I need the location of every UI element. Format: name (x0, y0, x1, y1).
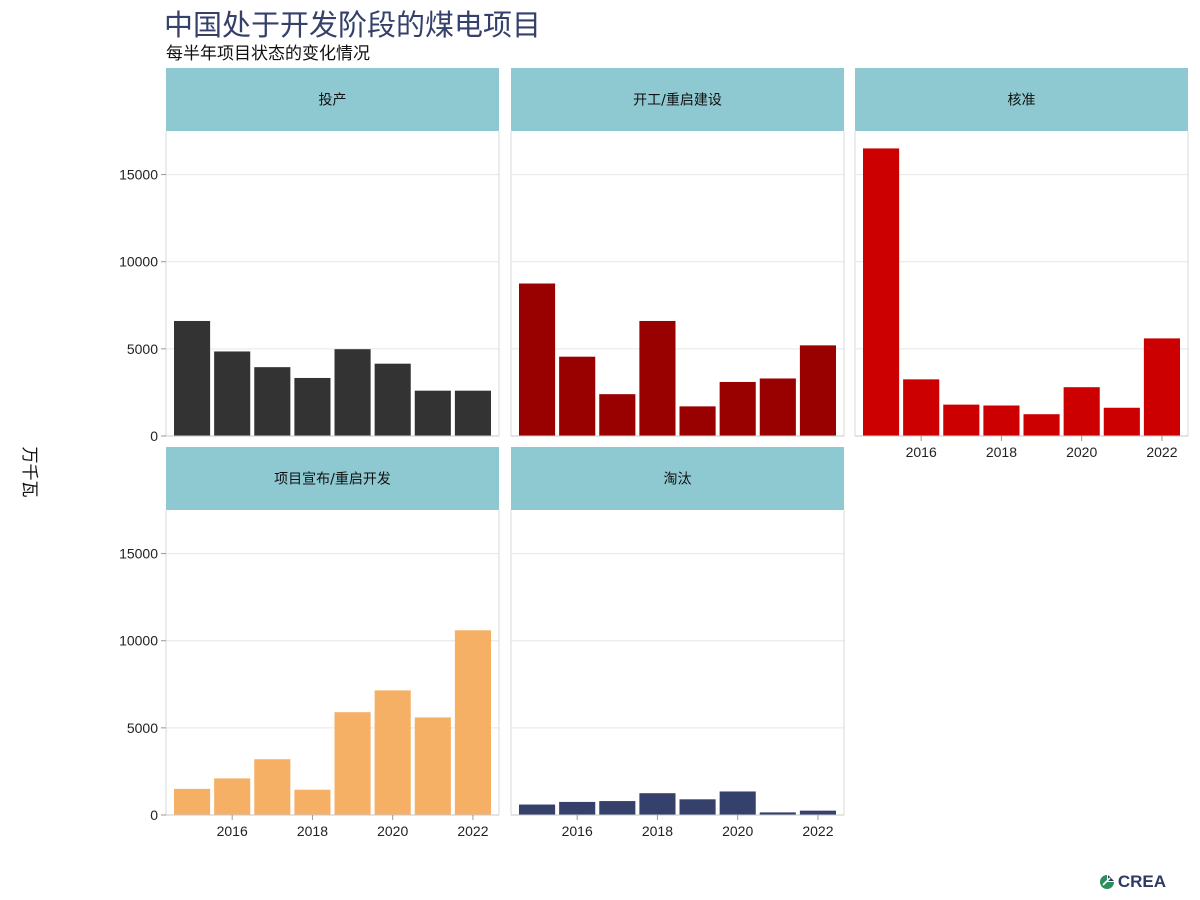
x-tick-label: 2018 (642, 823, 673, 839)
bar-2019 (679, 799, 716, 815)
bar-2015 (519, 283, 556, 436)
bar-2016 (903, 379, 940, 436)
bar-2015 (863, 148, 900, 436)
panel-strip (511, 447, 844, 510)
x-tick-label: 2020 (377, 823, 408, 839)
x-tick-label: 2018 (297, 823, 328, 839)
y-tick-label: 15000 (119, 546, 158, 562)
bar-2017 (599, 801, 636, 815)
y-axis-label: 万千瓦 (19, 447, 39, 498)
bar-2015 (174, 788, 211, 815)
bar-2021 (759, 378, 796, 436)
bar-2016 (559, 356, 596, 436)
panel-strip-label: 核准 (1008, 93, 1036, 109)
chart-subtitle: 每半年项目状态的变化情况 (166, 44, 370, 64)
crea-logo-icon (1099, 875, 1114, 889)
bar-2022 (799, 345, 836, 436)
panel-1: 投产 0 5000 10000 15000 (119, 68, 500, 444)
bar-2017 (254, 759, 291, 815)
panel-strip (855, 68, 1188, 131)
bar-2020 (1063, 387, 1100, 436)
bar-2016 (214, 351, 251, 436)
bar-2019 (679, 406, 716, 436)
y-tick-label: 10000 (119, 633, 158, 649)
x-tick-label: 2022 (802, 823, 833, 839)
brand-name: CREA (1117, 872, 1166, 891)
bar-2020 (374, 363, 411, 436)
x-tick-label: 2020 (1066, 444, 1097, 460)
x-tick-label: 2022 (457, 823, 488, 839)
bar-2015 (519, 804, 556, 815)
bar-2015 (174, 320, 211, 436)
bar-2019 (334, 349, 371, 436)
bar-2017 (599, 394, 636, 436)
panel-4: 项目宣布/重启开发 0 5000 10000 15000 2016 2018 2020 2022 (119, 447, 500, 839)
bar-2016 (559, 801, 596, 815)
bar-2016 (214, 778, 251, 815)
x-tick-label: 2016 (562, 823, 593, 839)
bar-2018 (639, 793, 676, 815)
bar-2022 (454, 630, 491, 815)
bar-2017 (254, 367, 291, 436)
bar-2019 (334, 712, 371, 815)
panel-2: 开工/重启建设 (510, 68, 845, 437)
bar-2018 (294, 377, 331, 436)
bar-2021 (414, 717, 451, 815)
chart-title: 中国处于开发阶段的煤电项目 (164, 8, 542, 42)
bar-2022 (1143, 338, 1180, 436)
bar-2022 (454, 390, 491, 436)
panel-3: 核准 2016 2018 2020 2022 (854, 68, 1189, 460)
panel-5: 淘汰 2016 2018 2020 2022 (510, 447, 845, 839)
y-tick-label: 0 (150, 428, 158, 444)
bar-2021 (414, 390, 451, 436)
bar-2017 (943, 404, 980, 436)
panel-strip-label: 项目宣布/重启开发 (274, 472, 391, 488)
bar-2020 (719, 381, 756, 436)
y-tick-label: 5000 (127, 720, 158, 736)
bar-2022 (799, 810, 836, 815)
bar-2018 (639, 320, 676, 436)
y-tick-label: 15000 (119, 167, 158, 183)
y-tick-label: 10000 (119, 254, 158, 270)
bar-2021 (759, 812, 796, 815)
y-tick-label: 5000 (127, 341, 158, 357)
bar-2019 (1023, 414, 1060, 436)
x-tick-label: 2020 (722, 823, 753, 839)
bar-2018 (294, 789, 331, 815)
y-tick-label: 0 (150, 807, 158, 823)
panel-strip-label: 开工/重启建设 (633, 93, 722, 109)
panel-strip (511, 68, 844, 131)
brand-logo: CREA (1099, 872, 1166, 892)
panel-strip-label: 投产 (319, 93, 347, 109)
bar-2020 (719, 791, 756, 815)
bar-2020 (374, 690, 411, 815)
bar-2018 (983, 405, 1020, 436)
panel-strip (166, 68, 499, 131)
panel-strip (166, 447, 499, 510)
panel-strip-label: 淘汰 (664, 472, 692, 488)
bar-2021 (1103, 407, 1140, 436)
x-tick-label: 2018 (986, 444, 1017, 460)
x-tick-label: 2016 (217, 823, 248, 839)
x-tick-label: 2016 (906, 444, 937, 460)
panels-layer: 投产 0 5000 10000 15000 开工/重启建设 核准 2016 2018 2020 20… (119, 68, 1189, 839)
x-tick-label: 2022 (1146, 444, 1177, 460)
